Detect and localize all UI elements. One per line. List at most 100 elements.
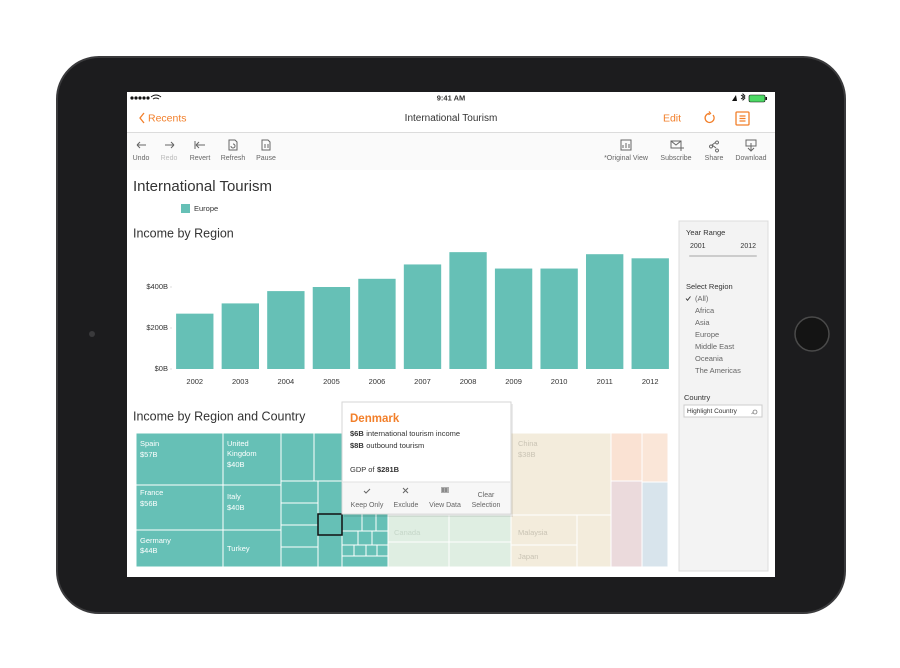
treemap-cell[interactable]: [135, 484, 224, 531]
toolbar-icons: [136, 139, 757, 153]
treemap-cell[interactable]: [357, 530, 373, 546]
region-option[interactable]: Middle East: [695, 342, 735, 351]
tooltip-action[interactable]: Clear: [478, 492, 495, 499]
refresh-icon[interactable]: [704, 111, 715, 124]
tooltip-text: international tourism income: [366, 429, 460, 438]
search-icon: [751, 409, 758, 415]
treemap-faded-cell[interactable]: [510, 514, 578, 546]
x-tick-label: 2005: [323, 377, 340, 386]
tooltip-action[interactable]: Selection: [472, 502, 501, 509]
keep-only-icon: [363, 488, 371, 494]
region-option[interactable]: Europe: [695, 330, 719, 339]
treemap-faded-label: Japan: [518, 552, 538, 561]
treemap-faded-cell[interactable]: [610, 432, 643, 482]
tooltip: Denmark $6B international tourism income …: [341, 401, 513, 517]
filter-title: Select Region: [686, 282, 733, 291]
treemap-selected-cell[interactable]: [317, 513, 343, 536]
toolbar-button[interactable]: Undo: [133, 155, 150, 162]
treemap-cell[interactable]: [341, 530, 359, 546]
back-chevron[interactable]: [139, 112, 145, 124]
status-time: 9:41 AM: [437, 93, 465, 102]
treemap-cell[interactable]: [371, 530, 389, 546]
x-tick-label: 2003: [232, 377, 249, 386]
region-option[interactable]: Africa: [695, 306, 715, 315]
treemap-cell[interactable]: [222, 529, 282, 568]
tooltip-value: $8B: [350, 441, 364, 450]
treemap-faded-cell[interactable]: [641, 481, 669, 568]
treemap-faded-label: China: [518, 439, 538, 448]
toolbar-button[interactable]: Refresh: [221, 155, 246, 162]
battery-icon: [748, 94, 766, 103]
chart-title: Income by Region: [133, 226, 234, 240]
treemap-faded-cell[interactable]: [387, 541, 450, 568]
treemap-cell[interactable]: [280, 432, 315, 482]
treemap-faded-cell[interactable]: [610, 480, 643, 568]
toolbar: [127, 133, 775, 170]
x-tick-label: 2007: [414, 377, 431, 386]
treemap-faded-cell[interactable]: [576, 514, 612, 568]
home-button[interactable]: [794, 316, 830, 352]
bar: [358, 278, 396, 369]
treemap-cell[interactable]: [341, 555, 389, 568]
country-search[interactable]: [683, 404, 763, 418]
treemap-value: $40B: [227, 503, 245, 512]
toolbar-button[interactable]: Revert: [190, 155, 211, 162]
battery-tip: [765, 97, 767, 100]
treemap-cell[interactable]: [353, 544, 367, 557]
treemap-cell[interactable]: [317, 480, 343, 515]
location-icon: [732, 95, 737, 101]
bar: [449, 252, 487, 369]
treemap-cell[interactable]: [341, 544, 355, 557]
toolbar-button[interactable]: Redo: [161, 155, 178, 162]
sheets-icon[interactable]: [735, 111, 750, 126]
legend-label: Europe: [194, 204, 218, 213]
x-tick-label: 2012: [642, 377, 659, 386]
treemap-faded-cell[interactable]: [641, 432, 669, 483]
treemap-faded-cell[interactable]: [448, 541, 512, 568]
edit-button[interactable]: Edit: [663, 112, 681, 124]
tooltip-value: $6B: [350, 429, 364, 438]
range-slider[interactable]: [689, 255, 757, 257]
treemap-faded-cell[interactable]: [448, 514, 512, 543]
back-button[interactable]: Recents: [148, 112, 187, 124]
toolbar-button[interactable]: *Original View: [604, 155, 649, 162]
region-option[interactable]: (All): [695, 294, 709, 303]
filter-panel: [678, 220, 769, 572]
toolbar-button[interactable]: Pause: [256, 155, 276, 162]
tooltip-action[interactable]: Exclude: [394, 502, 419, 509]
toolbar-button[interactable]: Download: [735, 155, 766, 162]
treemap-label: Germany: [140, 536, 171, 545]
treemap-cell[interactable]: [376, 544, 389, 557]
bar: [267, 291, 305, 369]
treemap-cell[interactable]: [317, 534, 343, 568]
treemap-faded-cell[interactable]: [510, 432, 612, 516]
tooltip-action[interactable]: Keep Only: [351, 502, 384, 509]
treemap-cell[interactable]: [280, 546, 319, 568]
treemap-cell[interactable]: [313, 432, 343, 482]
treemap-faded-label: Malaysia: [518, 528, 548, 537]
treemap-cell[interactable]: [280, 480, 319, 504]
x-tick-label: 2008: [460, 377, 477, 386]
x-tick-label: 2002: [186, 377, 203, 386]
treemap-cell[interactable]: [280, 502, 319, 526]
treemap-cell[interactable]: [135, 432, 224, 486]
sheets-icon-lines: [739, 115, 746, 122]
treemap-label: Turkey: [227, 544, 250, 553]
treemap-cell[interactable]: [135, 529, 224, 568]
x-tick-label: 2010: [551, 377, 568, 386]
treemap-cell[interactable]: [280, 524, 319, 548]
treemap-cell[interactable]: [365, 544, 378, 557]
treemap-cell[interactable]: [222, 432, 282, 486]
tooltip-title: Denmark: [350, 413, 400, 425]
tooltip-action[interactable]: View Data: [429, 502, 461, 509]
region-option[interactable]: Oceania: [695, 354, 724, 363]
bar: [312, 287, 351, 369]
toolbar-button[interactable]: Subscribe: [660, 155, 691, 162]
region-option[interactable]: The Americas: [695, 366, 741, 375]
region-option[interactable]: Asia: [695, 318, 710, 327]
treemap-title: Income by Region and Country: [133, 409, 306, 423]
treemap-label: France: [140, 488, 163, 497]
toolbar-button[interactable]: Share: [705, 155, 724, 162]
